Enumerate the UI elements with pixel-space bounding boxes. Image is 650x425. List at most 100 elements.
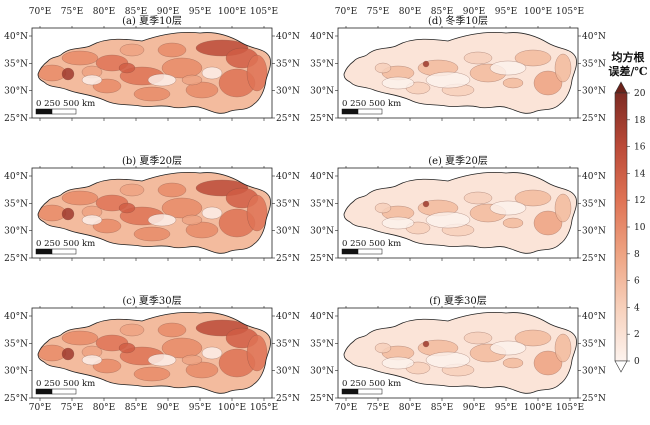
y-tick-label-right: 25°N [582, 114, 606, 124]
scale-bar: 0 250 500 km [35, 239, 95, 255]
panel-title: (b) 夏季20层 [122, 155, 182, 167]
y-tick-label-right: 30°N [582, 367, 606, 377]
scale-bar-label: 0 250 500 km [36, 239, 95, 249]
x-tick-label-bottom: 75°E [61, 403, 84, 413]
y-tick-label-left: 40°N [4, 172, 28, 182]
colorbar-title-line2: 误差/℃ [608, 64, 647, 78]
scale-bar: 0 250 500 km [35, 99, 95, 115]
colorbar-bar [614, 92, 628, 362]
x-tick-label-top: 85°E [125, 7, 148, 17]
x-tick-label-top: 105°E [556, 7, 584, 17]
y-tick-label-left: 30°N [4, 87, 28, 97]
colorbar-tick-label: 4 [634, 303, 640, 313]
panel-title: (e) 夏季20层 [428, 155, 488, 167]
plateau-outline [37, 32, 271, 114]
x-tick-label-bottom: 70°E [29, 403, 52, 413]
y-tick-label-right: 35°N [276, 59, 300, 69]
x-tick-label-bottom: 100°E [218, 403, 246, 413]
scale-bar-label: 0 250 500 km [342, 379, 401, 389]
y-tick-label-left: 35°N [310, 59, 334, 69]
y-tick-label-right: 40°N [582, 32, 606, 42]
map-panel-2: (d) 冬季10层 70°E 75°E 80°E 85°E 90°E 95°E 100°E 10… [310, 7, 606, 124]
y-tick-label-right: 40°N [276, 172, 300, 182]
panel-title: (c) 夏季30层 [122, 295, 181, 307]
colorbar-tick-label: 2 [634, 330, 640, 340]
x-tick-label-bottom: 90°E [157, 403, 180, 413]
y-tick-label-right: 40°N [276, 32, 300, 42]
colorbar-tick-label: 14 [634, 169, 646, 179]
scale-bar-label: 0 250 500 km [36, 379, 95, 389]
colorbar-over-arrow [614, 81, 628, 94]
x-tick-label-top: 80°E [399, 7, 422, 17]
y-tick-label-right: 25°N [276, 254, 300, 264]
panel-title: (f) 夏季30层 [429, 295, 486, 307]
x-tick-label-top: 70°E [29, 7, 52, 17]
colorbar-tick-label: 8 [634, 250, 640, 260]
y-tick-label-right: 25°N [276, 114, 300, 124]
y-tick-label-right: 35°N [582, 199, 606, 209]
x-tick-label-bottom: 80°E [399, 403, 422, 413]
map-panel-6: (f) 夏季30层70°E70°E75°E75°E80°E80°E85°E85°… [310, 295, 606, 413]
y-tick-label-left: 40°N [4, 32, 28, 42]
y-tick-label-right: 30°N [276, 367, 300, 377]
x-tick-label-top: 80°E [93, 7, 116, 17]
y-tick-label-right: 35°N [582, 339, 606, 349]
x-tick-label-bottom: 100°E [524, 403, 552, 413]
y-tick-label-left: 30°N [4, 367, 28, 377]
x-tick-label-top: 75°E [61, 7, 84, 17]
plateau-outline [37, 172, 271, 254]
y-tick-label-right: 30°N [276, 227, 300, 237]
colorbar: 均方根 误差/℃ 0 2 4 6 8 10 12 14 16 18 20 [608, 50, 648, 373]
colorbar-tick-label: 16 [634, 143, 646, 153]
y-tick-label-left: 40°N [4, 312, 28, 322]
x-tick-label-top: 95°E [189, 7, 212, 17]
y-tick-label-right: 40°N [582, 172, 606, 182]
panel-title: (a) 夏季10层 [122, 15, 182, 27]
x-tick-label-top: 100°E [218, 7, 246, 17]
y-tick-label-left: 40°N [310, 312, 334, 322]
colorbar-tick-label: 10 [634, 223, 646, 233]
y-tick-label-right: 40°N [276, 312, 300, 322]
y-tick-label-right: 25°N [582, 254, 606, 264]
y-tick-label-right: 30°N [276, 87, 300, 97]
colorbar-tick-label: 18 [634, 116, 646, 126]
y-tick-label-left: 30°N [310, 367, 334, 377]
colorbar-title-line1: 均方根 [612, 50, 646, 64]
y-tick-label-right: 25°N [276, 394, 300, 404]
scale-bar: 0 250 500 km [341, 239, 401, 255]
x-tick-label-bottom: 80°E [93, 403, 116, 413]
colorbar-tick-label: 20 [634, 89, 646, 99]
y-tick-label-left: 25°N [4, 254, 28, 264]
y-tick-label-left: 30°N [4, 227, 28, 237]
x-tick-label-top: 90°E [463, 7, 486, 17]
plateau-outline [343, 312, 577, 394]
y-tick-label-left: 35°N [4, 339, 28, 349]
scale-bar: 0 250 500 km [341, 379, 401, 395]
colorbar-tick-label: 12 [634, 196, 645, 206]
y-tick-label-left: 40°N [310, 172, 334, 182]
map-panel-1: (a) 夏季10层 70°E 75°E 80°E 85°E 90°E 95°E 100°E 10… [4, 7, 300, 124]
map-panel-5: (c) 夏季30层70°E70°E75°E75°E80°E80°E85°E85°… [4, 295, 300, 413]
y-tick-label-right: 35°N [276, 199, 300, 209]
x-tick-label-top: 75°E [367, 7, 390, 17]
x-tick-label-top: 85°E [431, 7, 454, 17]
y-tick-label-right: 30°N [582, 227, 606, 237]
y-tick-label-left: 25°N [310, 254, 334, 264]
y-tick-label-left: 35°N [4, 59, 28, 69]
scale-bar-label: 0 250 500 km [342, 239, 401, 249]
x-tick-label-bottom: 95°E [495, 403, 518, 413]
plateau-outline [37, 312, 271, 394]
x-tick-label-top: 70°E [335, 7, 358, 17]
x-tick-label-bottom: 85°E [125, 403, 148, 413]
x-tick-label-top: 95°E [495, 7, 518, 17]
y-tick-label-right: 40°N [582, 312, 606, 322]
y-tick-label-left: 35°N [4, 199, 28, 209]
x-tick-label-bottom: 85°E [431, 403, 454, 413]
plateau-outline [343, 172, 577, 254]
map-panel-4: (e) 夏季20层70°E75°E80°E85°E90°E95°E100°E10… [310, 155, 606, 264]
y-tick-label-right: 30°N [582, 87, 606, 97]
scale-bar: 0 250 500 km [35, 379, 95, 395]
x-tick-label-bottom: 75°E [367, 403, 390, 413]
y-tick-label-left: 25°N [310, 114, 334, 124]
